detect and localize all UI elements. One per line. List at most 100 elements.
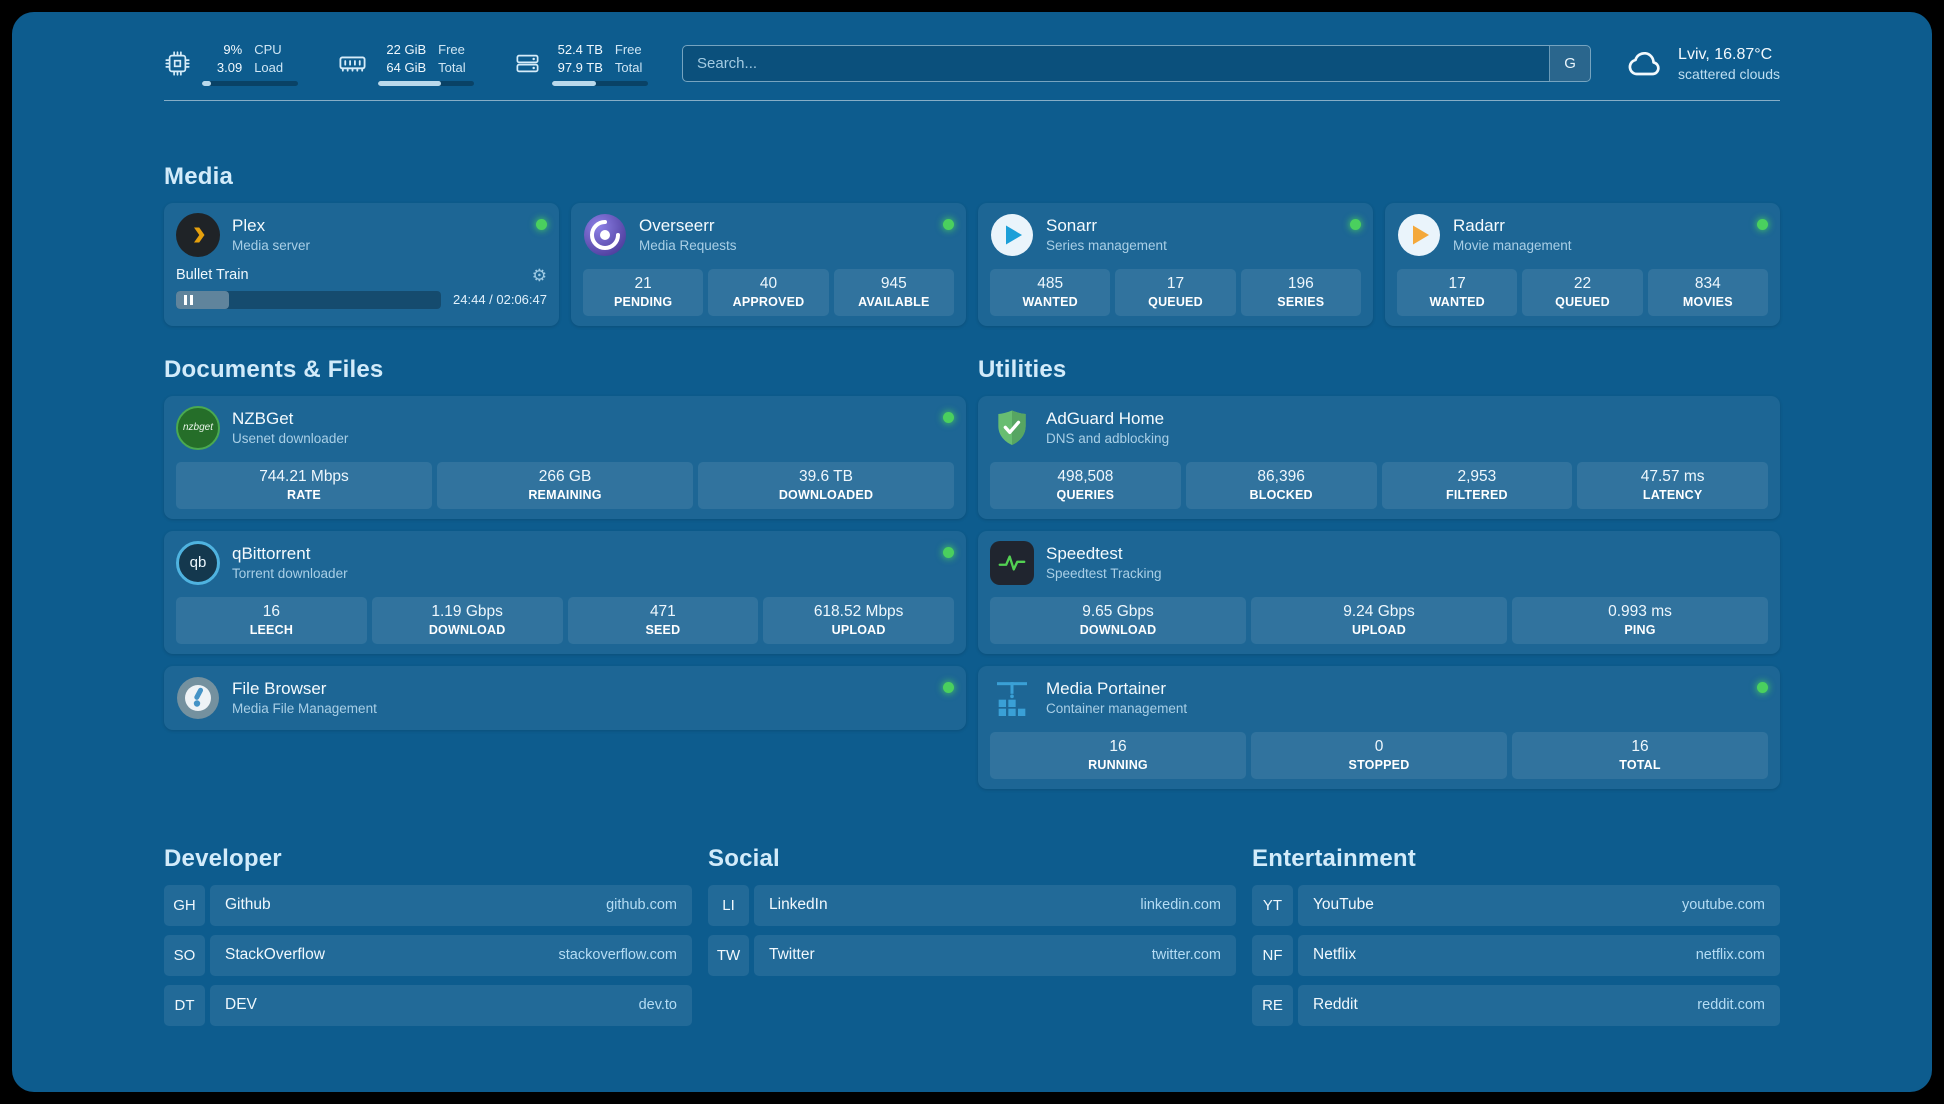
stat-value: 744.21 Mbps bbox=[259, 467, 349, 485]
stat-stopped: 0 STOPPED bbox=[1251, 731, 1507, 779]
stat-label: AVAILABLE bbox=[858, 294, 930, 309]
stats-row: 485 WANTED 17 QUEUED 196 SERIES bbox=[990, 259, 1361, 316]
portainer-icon bbox=[990, 676, 1034, 720]
bookmark-item-youtube[interactable]: YT YouTube youtube.com bbox=[1252, 884, 1780, 926]
app-header: Sonarr Series management bbox=[990, 213, 1361, 257]
pause-icon[interactable] bbox=[184, 294, 193, 305]
bookmark-item-github[interactable]: GH Github github.com bbox=[164, 884, 692, 926]
stat-label: APPROVED bbox=[732, 294, 805, 309]
app-subtitle: Usenet downloader bbox=[232, 431, 349, 447]
app-card-sonarr[interactable]: Sonarr Series management 485 WANTED 17 Q… bbox=[978, 202, 1373, 326]
stat-value: 471 bbox=[649, 602, 676, 620]
stat-value: 17 bbox=[1166, 274, 1185, 292]
memory-total-label: Total bbox=[438, 59, 466, 75]
bookmark-item-dev[interactable]: DT DEV dev.to bbox=[164, 984, 692, 1026]
stat-downloaded: 39.6 TB DOWNLOADED bbox=[698, 461, 954, 509]
stat-latency: 47.57 ms LATENCY bbox=[1577, 461, 1768, 509]
stat-label: DOWNLOAD bbox=[428, 622, 506, 637]
bookmark-rows: GH Github github.com SO StackOverflow st… bbox=[164, 884, 692, 1026]
qbittorrent-icon: qb bbox=[176, 540, 220, 585]
stat-wanted: 485 WANTED bbox=[990, 268, 1111, 316]
app-titles: Media Portainer Container management bbox=[1046, 679, 1187, 716]
app-card-plex[interactable]: Plex Media server Bullet Train ⚙ bbox=[164, 202, 559, 326]
app-subtitle: Movie management bbox=[1453, 238, 1572, 254]
bookmark-item-reddit[interactable]: RE Reddit reddit.com bbox=[1252, 984, 1780, 1026]
stat-label: STOPPED bbox=[1348, 757, 1410, 772]
bookmark-rows: LI LinkedIn linkedin.com TW Twitter twit… bbox=[708, 884, 1236, 976]
section-documents: Documents & Files nzbget NZBGet Usenet d… bbox=[164, 356, 966, 730]
app-card-nzbget[interactable]: nzbget NZBGet Usenet downloader 744.21 M… bbox=[164, 395, 966, 519]
bookmark-url: stackoverflow.com bbox=[558, 947, 677, 964]
bookmark-group-developer: Developer GH Github github.com SO StackO… bbox=[164, 845, 692, 1026]
speedtest-icon bbox=[990, 540, 1034, 585]
search-bar: G bbox=[682, 45, 1592, 83]
stat-ping: 0.993 ms PING bbox=[1512, 596, 1768, 644]
bookmark-abbr: RE bbox=[1252, 984, 1293, 1026]
search-input[interactable] bbox=[683, 46, 1550, 82]
stats-row: 9.65 Gbps DOWNLOAD 9.24 Gbps UPLOAD 0.99… bbox=[990, 587, 1768, 644]
section-title-documents: Documents & Files bbox=[164, 355, 384, 383]
app-card-filebrowser[interactable]: File Browser Media File Management bbox=[164, 665, 966, 730]
settings-gear-icon[interactable]: ⚙ bbox=[531, 265, 547, 285]
stat-value: 618.52 Mbps bbox=[813, 602, 904, 620]
app-card-speedtest[interactable]: Speedtest Speedtest Tracking 9.65 Gbps D… bbox=[978, 530, 1780, 654]
bookmark-abbr: TW bbox=[708, 934, 749, 976]
bookmark-name: Github bbox=[225, 896, 271, 914]
stat-label: PING bbox=[1624, 622, 1656, 637]
app-subtitle: Torrent downloader bbox=[232, 566, 348, 582]
status-dot bbox=[536, 218, 547, 230]
stat-value: 39.6 TB bbox=[798, 467, 853, 485]
memory-monitor-body: 22 GiB Free 64 GiB Total bbox=[378, 42, 474, 86]
app-card-overseerr[interactable]: Overseerr Media Requests 21 PENDING 40 A… bbox=[571, 202, 966, 326]
app-card-radarr[interactable]: Radarr Movie management 17 WANTED 22 QUE… bbox=[1385, 202, 1780, 326]
stats-row: 21 PENDING 40 APPROVED 945 AVAILABLE bbox=[583, 259, 954, 316]
bookmark-item-twitter[interactable]: TW Twitter twitter.com bbox=[708, 934, 1236, 976]
stat-value: 40 bbox=[759, 274, 778, 292]
bookmark-rows: YT YouTube youtube.com NF Netflix netfli… bbox=[1252, 884, 1780, 1026]
bookmark-group-entertainment: Entertainment YT YouTube youtube.com NF … bbox=[1252, 845, 1780, 1026]
cpu-usage-value: 9% bbox=[223, 42, 243, 57]
now-playing-row: Bullet Train ⚙ bbox=[176, 267, 547, 284]
app-name: Media Portainer bbox=[1046, 679, 1167, 699]
app-header: Media Portainer Container management bbox=[990, 676, 1768, 720]
bookmark-name: LinkedIn bbox=[769, 896, 828, 914]
bookmark-item-netflix[interactable]: NF Netflix netflix.com bbox=[1252, 934, 1780, 976]
stat-total: 16 TOTAL bbox=[1512, 731, 1768, 779]
stat-blocked: 86,396 BLOCKED bbox=[1185, 461, 1377, 509]
bookmark-name: Twitter bbox=[769, 946, 815, 964]
section-title-social: Social bbox=[708, 844, 780, 872]
app-name: Sonarr bbox=[1046, 216, 1098, 236]
app-card-qbittorrent[interactable]: qb qBittorrent Torrent downloader 16 LEE… bbox=[164, 530, 966, 654]
bookmark-main: LinkedIn linkedin.com bbox=[754, 884, 1236, 926]
playback-progress-bar[interactable] bbox=[176, 290, 442, 309]
top-bar: 9% CPU 3.09 Load 22 GiB bbox=[164, 42, 1780, 86]
stat-series: 196 SERIES bbox=[1240, 268, 1361, 316]
dashboard-page: 9% CPU 3.09 Load 22 GiB bbox=[12, 12, 1932, 1092]
plex-icon bbox=[176, 212, 220, 257]
stat-queued: 17 QUEUED bbox=[1115, 268, 1236, 316]
stat-label: PENDING bbox=[613, 294, 673, 309]
search-engine-button[interactable]: G bbox=[1549, 46, 1591, 82]
status-dot bbox=[1350, 218, 1361, 230]
stat-label: SEED bbox=[645, 622, 681, 637]
bookmark-url: netflix.com bbox=[1695, 947, 1765, 964]
app-name: qBittorrent bbox=[232, 544, 311, 564]
adguard-icon bbox=[990, 406, 1034, 450]
app-card-adguard[interactable]: AdGuard Home DNS and adblocking 498,508 … bbox=[978, 395, 1780, 519]
app-header: File Browser Media File Management bbox=[176, 676, 954, 720]
bookmark-name: StackOverflow bbox=[225, 946, 325, 964]
stat-value: 21 bbox=[634, 274, 652, 292]
nzbget-icon: nzbget bbox=[176, 405, 220, 450]
stat-value: 1.19 Gbps bbox=[431, 602, 503, 620]
media-grid: Plex Media server Bullet Train ⚙ bbox=[164, 202, 1780, 326]
memory-icon bbox=[338, 49, 367, 78]
bookmark-item-stackoverflow[interactable]: SO StackOverflow stackoverflow.com bbox=[164, 934, 692, 976]
bookmark-abbr: LI bbox=[708, 884, 749, 926]
app-card-portainer[interactable]: Media Portainer Container management 16 … bbox=[978, 665, 1780, 789]
app-titles: Overseerr Media Requests bbox=[639, 216, 737, 253]
app-header: Speedtest Speedtest Tracking bbox=[990, 540, 1768, 585]
memory-free-value: 22 GiB bbox=[386, 42, 427, 57]
status-dot bbox=[1757, 681, 1768, 693]
bookmark-name: Reddit bbox=[1313, 996, 1358, 1014]
bookmark-item-linkedin[interactable]: LI LinkedIn linkedin.com bbox=[708, 884, 1236, 926]
